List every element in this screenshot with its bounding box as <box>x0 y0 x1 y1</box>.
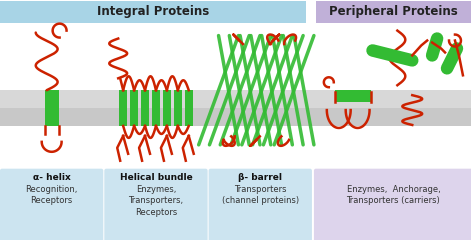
Bar <box>45 90 59 126</box>
Bar <box>0 1 306 23</box>
Bar <box>141 90 149 126</box>
Bar <box>152 90 160 126</box>
Text: α- helix: α- helix <box>33 173 71 182</box>
Bar <box>185 90 193 126</box>
Bar <box>130 90 138 126</box>
Bar <box>0 90 471 108</box>
Text: Enzymes,  Anchorage,
Transporters (carriers): Enzymes, Anchorage, Transporters (carrie… <box>346 185 440 205</box>
FancyBboxPatch shape <box>209 169 312 241</box>
Bar <box>316 1 471 23</box>
Bar <box>0 108 471 126</box>
Text: Helical bundle: Helical bundle <box>119 173 192 182</box>
Bar <box>335 90 371 102</box>
FancyBboxPatch shape <box>314 169 473 241</box>
Text: Peripheral Proteins: Peripheral Proteins <box>329 5 458 18</box>
Text: Transporters
(channel proteins): Transporters (channel proteins) <box>222 185 299 205</box>
Bar <box>163 90 171 126</box>
Bar <box>174 90 182 126</box>
FancyBboxPatch shape <box>0 169 103 241</box>
Text: Enzymes,
Transporters,
Receptors: Enzymes, Transporters, Receptors <box>128 185 183 217</box>
FancyBboxPatch shape <box>104 169 208 241</box>
Text: Recognition,
Receptors: Recognition, Receptors <box>26 185 78 205</box>
Bar <box>119 90 127 126</box>
Text: β- barrel: β- barrel <box>238 173 283 182</box>
Text: Integral Proteins: Integral Proteins <box>97 5 209 18</box>
